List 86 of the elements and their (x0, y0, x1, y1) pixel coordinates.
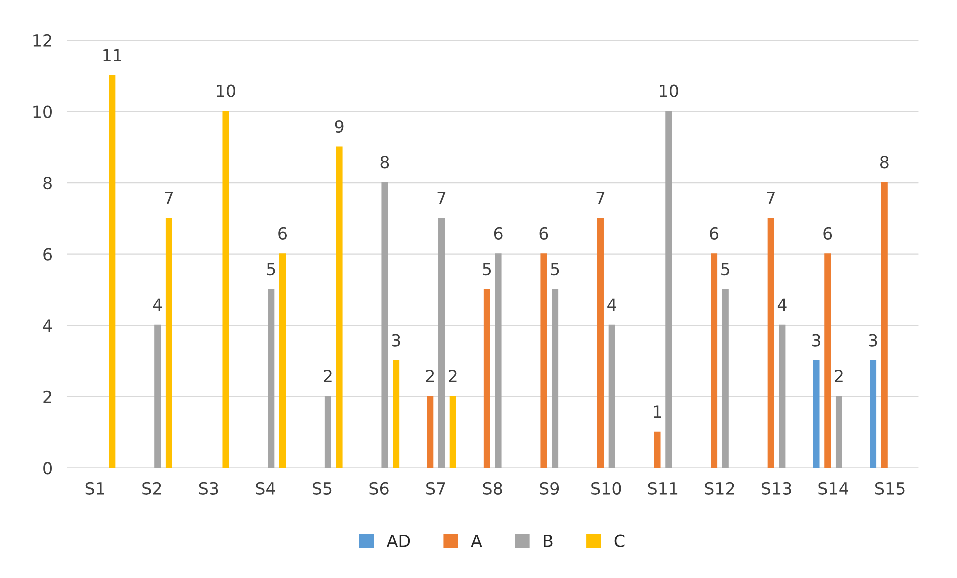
bar (484, 289, 490, 468)
data-label: 3 (392, 334, 400, 347)
data-label: 2 (324, 370, 332, 382)
bar (666, 111, 672, 468)
bar (608, 324, 616, 468)
y-tick-label: 10 (34, 106, 52, 118)
data-label: 6 (710, 227, 719, 240)
data-label: 7 (767, 192, 775, 204)
data-label: 6 (540, 227, 548, 240)
x-tick-label: S3 (199, 482, 218, 495)
y-tick-label: 2 (44, 390, 52, 404)
data-label: 2 (835, 370, 843, 382)
data-label: 7 (596, 192, 605, 204)
bar (495, 254, 502, 468)
x-tick-label: S8 (483, 482, 502, 495)
data-label: 3 (812, 334, 820, 347)
bar (722, 289, 729, 468)
x-tick-label: S11 (648, 482, 678, 495)
bar (393, 360, 400, 468)
data-label: 7 (438, 192, 446, 204)
x-tick-label: S10 (592, 482, 622, 495)
bar (881, 182, 888, 468)
bar (768, 218, 774, 468)
bar (109, 75, 116, 468)
x-tick-label: S6 (370, 482, 389, 495)
bar (336, 146, 343, 468)
bar (438, 218, 445, 468)
data-label: 5 (267, 263, 276, 276)
data-label: 2 (426, 370, 434, 382)
bar (711, 254, 718, 468)
bar (552, 289, 559, 468)
data-label: 4 (608, 298, 616, 312)
y-tick-label: 0 (44, 462, 52, 475)
bar (154, 324, 162, 468)
bar (836, 396, 842, 468)
data-label: 5 (551, 263, 560, 276)
bar (450, 396, 456, 468)
x-tick-label: S14 (818, 482, 849, 495)
bar (382, 182, 388, 468)
bar (280, 254, 286, 468)
data-label: 11 (104, 49, 122, 62)
bar (824, 254, 832, 468)
legend-label: A (471, 535, 482, 548)
y-tick-label: 4 (43, 320, 52, 332)
bar (166, 218, 172, 468)
data-label: 4 (778, 298, 787, 312)
data-label: 10 (660, 84, 678, 98)
legend-label: B (544, 535, 553, 548)
data-label: 6 (494, 227, 503, 240)
data-label: 3 (869, 334, 878, 347)
bar (324, 396, 332, 468)
x-tick-label: S5 (313, 482, 332, 495)
bar (268, 289, 275, 468)
data-label: 1 (654, 406, 662, 418)
x-tick-label: S7 (426, 482, 446, 495)
bar (222, 111, 230, 468)
bar (813, 360, 820, 468)
data-label: 5 (722, 263, 730, 276)
bar (779, 324, 786, 468)
x-tick-label: S12 (705, 482, 734, 495)
bar (654, 432, 661, 468)
x-tick-label: S15 (876, 482, 905, 495)
data-label: 2 (449, 370, 457, 382)
data-label: 6 (824, 227, 832, 240)
bar (870, 360, 877, 468)
data-label: 6 (278, 227, 288, 240)
bar (540, 254, 548, 468)
y-tick-label: 8 (44, 176, 52, 190)
bar (427, 396, 434, 468)
y-tick-label: 12 (34, 34, 52, 47)
legend-label: AD (386, 535, 410, 548)
data-label: 4 (153, 298, 162, 312)
y-tick-label: 6 (44, 248, 52, 261)
data-label: 8 (380, 156, 390, 169)
data-label: 10 (217, 84, 236, 98)
x-tick-label: S2 (142, 482, 162, 495)
bar (597, 218, 604, 468)
data-label: 5 (483, 263, 492, 276)
legend-label: C (614, 534, 625, 548)
x-tick-label: S9 (540, 482, 560, 495)
x-tick-label: S4 (256, 482, 276, 495)
x-tick-label: S1 (86, 482, 104, 495)
data-label: 8 (880, 156, 889, 169)
x-tick-label: S13 (762, 482, 792, 495)
data-label: 9 (335, 120, 344, 134)
data-label: 7 (165, 192, 174, 204)
